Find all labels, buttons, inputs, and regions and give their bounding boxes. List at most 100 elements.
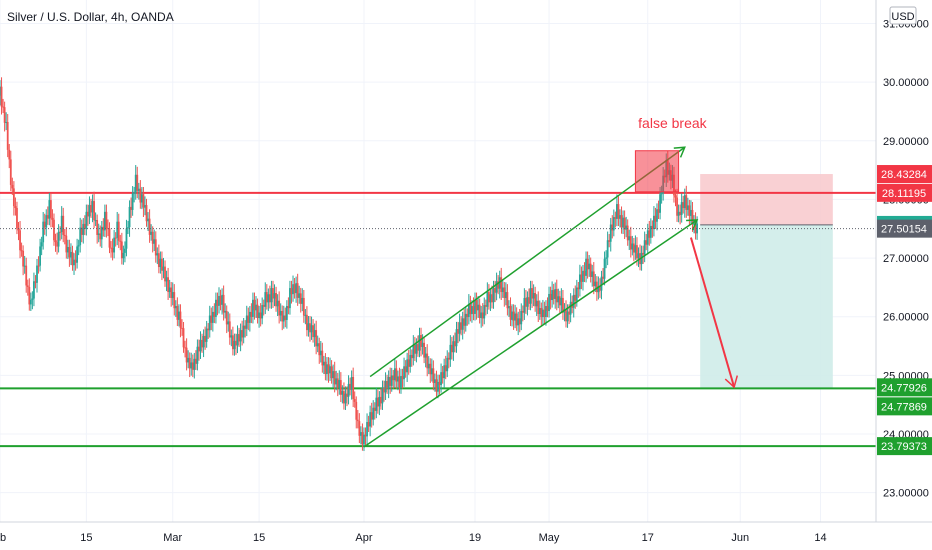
- candle-body: [523, 297, 526, 313]
- candle-body: [76, 246, 79, 263]
- candle-body: [438, 381, 441, 386]
- time-axis[interactable]: eb 15 Mar 15 Apr 19 May 17 Jun 14: [0, 521, 932, 544]
- candle-body: [682, 202, 685, 209]
- candle-body: [628, 236, 631, 241]
- price-badge-label: 24.77926: [881, 382, 927, 394]
- time-axis-ticks: eb 15 Mar 15 Apr 19 May 17 Jun 14: [0, 532, 827, 544]
- candle-body: [51, 217, 54, 220]
- price-axis[interactable]: 23.0000024.0000025.0000026.0000027.00000…: [875, 0, 932, 522]
- candle-body: [221, 294, 223, 305]
- candle-body: [49, 200, 52, 218]
- short-position-tool[interactable]: [700, 174, 833, 389]
- candle-body: [65, 235, 68, 253]
- candle-body: [410, 354, 413, 359]
- candle-body: [676, 197, 678, 216]
- candle-body: [336, 378, 339, 388]
- candle-body: [503, 287, 506, 299]
- candle-body: [568, 311, 570, 315]
- candle-body: [17, 228, 20, 231]
- candle-body: [267, 294, 270, 303]
- candle-body: [592, 271, 595, 287]
- candle-body: [198, 346, 200, 352]
- candle-body: [127, 227, 129, 229]
- channel-line[interactable]: [369, 146, 686, 378]
- false-break-box[interactable]: [634, 150, 680, 193]
- candle-body: [122, 252, 125, 259]
- ascending-channel[interactable]: [363, 146, 699, 448]
- candle-body: [63, 234, 66, 236]
- channel-line[interactable]: [363, 219, 698, 448]
- price-badge-label: 28.11195: [882, 188, 926, 200]
- candle-body: [504, 292, 507, 299]
- candle-body: [674, 195, 677, 198]
- candle-body: [315, 330, 318, 347]
- candle-body: [686, 205, 689, 210]
- candle-body: [450, 344, 453, 353]
- candle-body: [154, 239, 157, 256]
- candle-body: [153, 239, 156, 244]
- candle-body: [491, 294, 493, 303]
- candle-body: [322, 361, 325, 366]
- candle-body: [653, 215, 655, 230]
- candle-body: [113, 237, 116, 253]
- candle-body: [259, 312, 262, 319]
- candle-body: [631, 243, 634, 250]
- candle-body: [140, 194, 143, 203]
- projection-arrow[interactable]: [689, 237, 736, 388]
- candle-body: [622, 217, 624, 228]
- candle-body: [59, 231, 62, 233]
- candle-body: [332, 371, 335, 379]
- candle-body: [528, 297, 530, 304]
- price-axis-ticks: 23.0000024.0000025.0000026.0000027.00000…: [883, 18, 929, 499]
- candle-body: [392, 375, 395, 381]
- y-tick-label: 26.00000: [883, 312, 929, 324]
- candle-body: [205, 328, 208, 342]
- x-tick-label: Apr: [355, 532, 372, 544]
- candle-body: [289, 288, 291, 309]
- y-tick-label: 23.00000: [883, 488, 929, 500]
- candle-body: [557, 296, 560, 303]
- candle-body: [472, 306, 475, 314]
- stop-loss-zone[interactable]: [700, 174, 833, 225]
- plot-area[interactable]: false break: [0, 0, 876, 522]
- candle-body: [164, 266, 166, 282]
- candle-body: [264, 292, 267, 307]
- candle-body: [432, 368, 435, 383]
- candle-body: [94, 220, 97, 222]
- candle-body: [691, 209, 694, 225]
- candle-body: [168, 287, 171, 293]
- candle-body: [321, 350, 324, 366]
- currency-button[interactable]: USD: [889, 6, 917, 25]
- candle-body: [20, 250, 23, 252]
- candle-body: [213, 311, 216, 317]
- take-profit-zone[interactable]: [700, 224, 833, 389]
- candle-body: [265, 292, 268, 303]
- candle-body: [569, 301, 572, 315]
- candle-body: [111, 247, 114, 253]
- candle-body: [403, 366, 405, 380]
- candle-body: [597, 286, 600, 293]
- candle-body: [656, 209, 658, 222]
- candle-body: [486, 292, 489, 307]
- candle-body: [156, 253, 159, 256]
- candle-body: [207, 328, 210, 331]
- candle-body: [270, 288, 273, 303]
- candle-body: [424, 353, 427, 358]
- candle-body: [97, 233, 100, 235]
- candle-body: [281, 310, 284, 322]
- candle-body: [651, 225, 654, 230]
- candle-body: [333, 371, 336, 385]
- annotation-text[interactable]: false break: [638, 115, 707, 131]
- candle-body: [521, 310, 524, 313]
- price-badge: [877, 165, 932, 184]
- candle-body: [645, 240, 648, 245]
- candle-body: [105, 211, 108, 229]
- candle-body: [407, 359, 410, 367]
- candle-body: [110, 247, 112, 249]
- candle-body: [145, 205, 148, 222]
- candle-body: [219, 295, 222, 305]
- candle-body: [151, 231, 154, 244]
- annotations[interactable]: false break: [634, 115, 739, 389]
- candle-body: [245, 315, 248, 329]
